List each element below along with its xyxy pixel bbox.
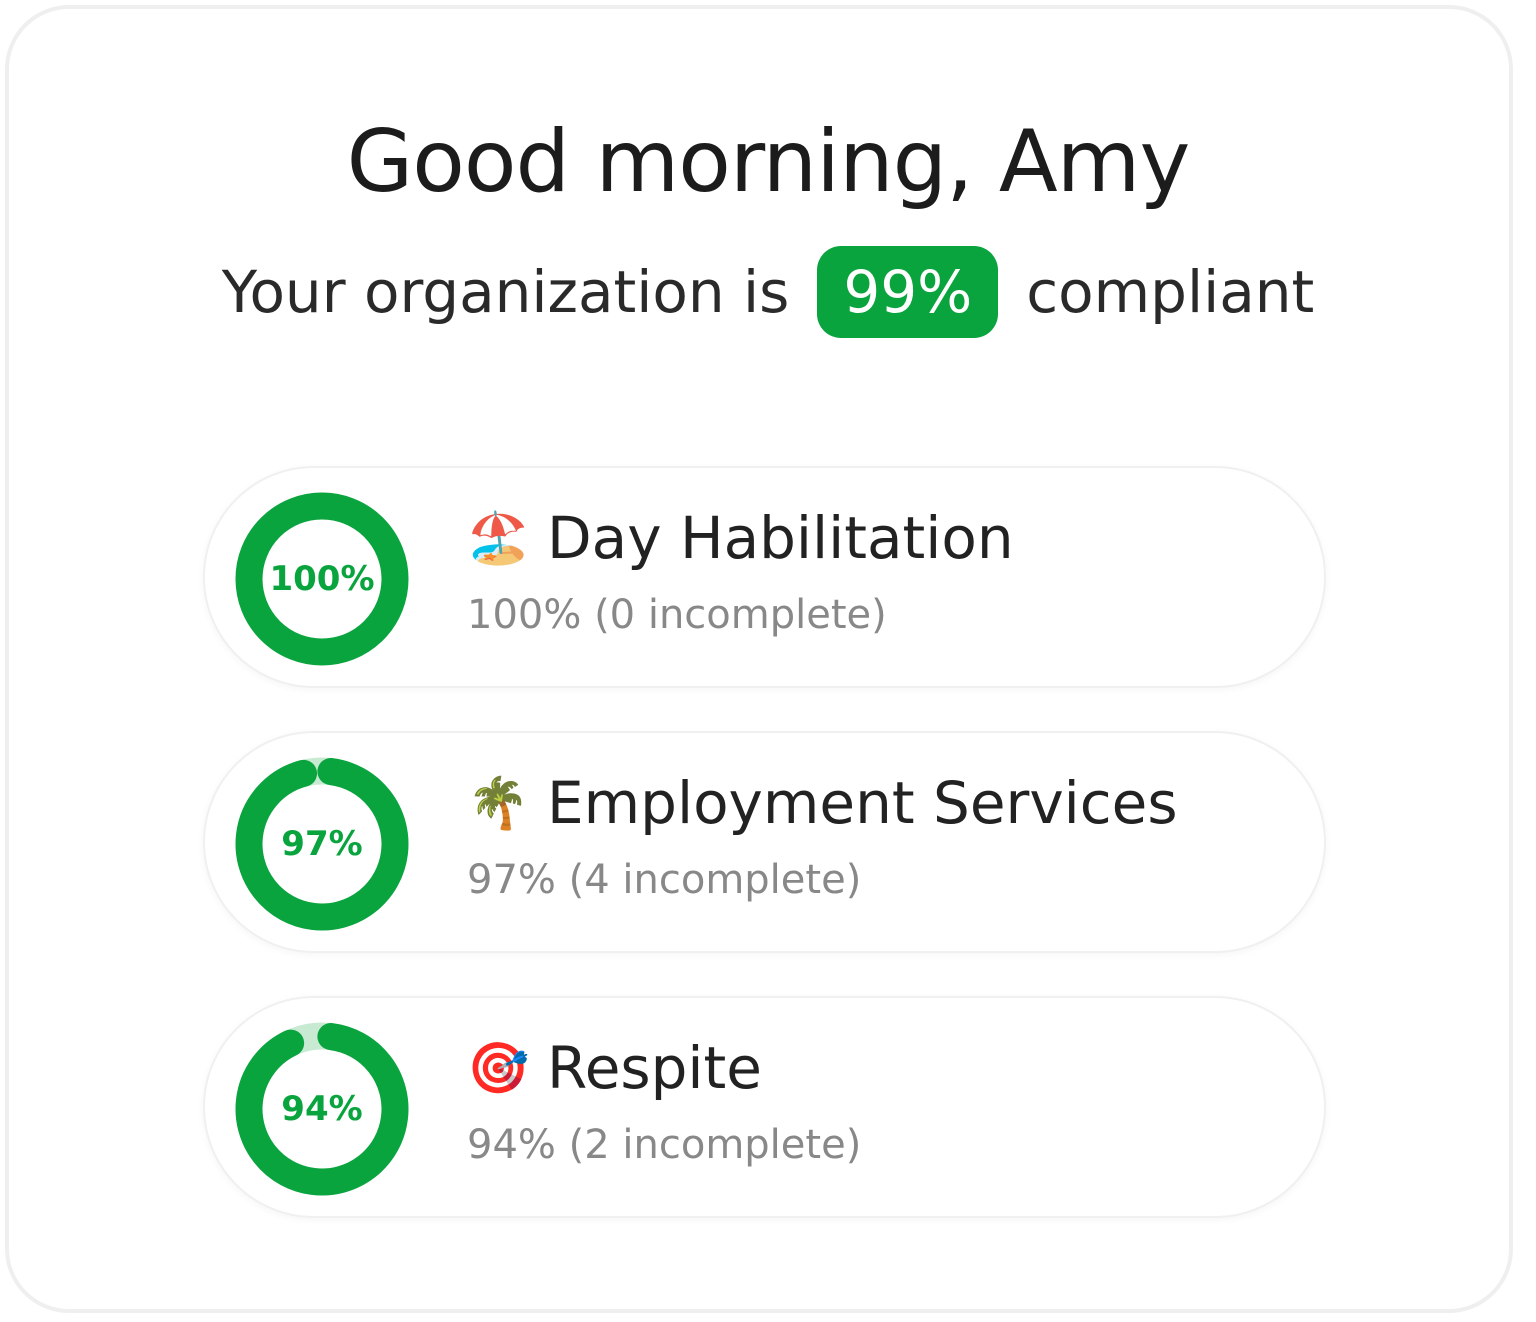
program-detail: 97% (4 incomplete): [467, 857, 862, 903]
compliance-suffix: compliant: [1026, 258, 1315, 326]
progress-ring-fill: [235, 492, 409, 666]
target-dart-icon: 🎯: [467, 1038, 530, 1097]
program-name: Employment Services: [547, 769, 1178, 837]
palm-tree-icon: 🌴: [467, 773, 530, 832]
program-name-row: 🎯 Respite: [467, 1034, 762, 1102]
program-card[interactable]: 100% 🏖️ Day Habilitation 100% (0 incompl…: [203, 466, 1326, 688]
program-name: Respite: [547, 1034, 762, 1102]
progress-ring: [235, 757, 409, 931]
progress-ring-fill: [235, 757, 409, 931]
program-card[interactable]: 94% 🎯 Respite 94% (2 incomplete): [203, 996, 1326, 1218]
program-detail: 94% (2 incomplete): [467, 1122, 862, 1168]
program-name-row: 🌴 Employment Services: [467, 769, 1178, 837]
progress-ring: [235, 492, 409, 666]
beach-umbrella-icon: 🏖️: [467, 508, 530, 567]
compliance-prefix: Your organization is: [221, 258, 790, 326]
program-name: Day Habilitation: [547, 504, 1014, 572]
compliance-badge: 99%: [817, 246, 999, 338]
progress-ring-fill: [235, 1022, 409, 1196]
compliance-summary: Your organization is 99% compliant: [0, 246, 1536, 338]
progress-ring: [235, 1022, 409, 1196]
program-card[interactable]: 97% 🌴 Employment Services 97% (4 incompl…: [203, 731, 1326, 953]
program-detail: 100% (0 incomplete): [467, 592, 887, 638]
greeting-title: Good morning, Amy: [346, 112, 1191, 212]
program-name-row: 🏖️ Day Habilitation: [467, 504, 1014, 572]
progress-percent: 97%: [281, 824, 363, 864]
progress-percent: 94%: [281, 1089, 363, 1129]
progress-percent: 100%: [269, 559, 375, 599]
